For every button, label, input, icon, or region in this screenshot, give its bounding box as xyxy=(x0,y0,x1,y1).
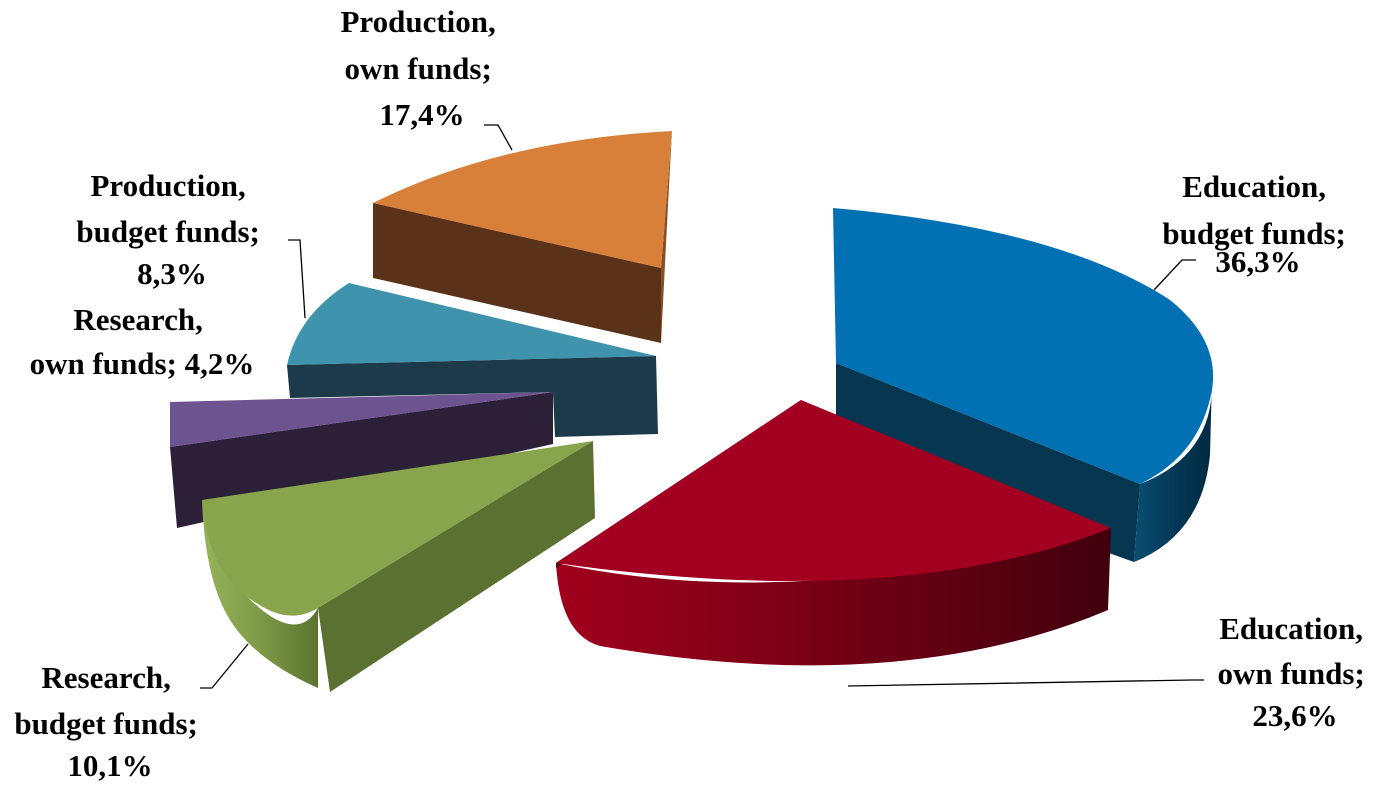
leader-education-budget-funds xyxy=(1153,259,1196,291)
label-education-budget-funds-comma: , xyxy=(1318,169,1326,204)
label-production-own-funds-comma: , xyxy=(488,4,496,39)
label-production-budget-funds-sep: ; xyxy=(250,214,260,249)
slice-education-budget-funds-wall xyxy=(1134,378,1213,562)
label-research-own-funds-value: 4,2% xyxy=(185,346,255,381)
label-research-budget-funds-value: 10,1% xyxy=(67,748,152,783)
label-production-budget-funds: Production, budget funds; 8,3% xyxy=(76,168,267,291)
label-education-budget-funds-value: 36,3% xyxy=(1215,244,1300,279)
label-research-own-funds: Research, own funds; 4,2% xyxy=(30,302,255,381)
label-production-own-funds-value: 17,4% xyxy=(379,97,464,132)
slice-education-own-funds-top xyxy=(556,400,1111,582)
label-leader-lines xyxy=(200,124,1204,689)
leader-production-budget-funds xyxy=(288,239,306,319)
leader-production-own-funds xyxy=(484,124,513,151)
label-education-own-funds-funds: own funds xyxy=(1217,656,1354,691)
label-research-budget-funds-comma: , xyxy=(163,660,171,695)
slice-production-budget-funds-side xyxy=(287,356,658,437)
slice-production-own-funds-top xyxy=(373,131,672,268)
label-production-own-funds-funds: own funds xyxy=(344,51,481,86)
leader-education-own-funds xyxy=(847,679,1204,687)
label-research-budget-funds-category: Research xyxy=(41,660,163,695)
label-research-budget-funds: Research, budget funds; 10,1% xyxy=(14,660,205,783)
slice-research-budget-funds xyxy=(202,441,595,692)
slice-research-own-funds-top xyxy=(170,392,553,447)
leader-research-budget-funds xyxy=(200,643,249,689)
label-education-budget-funds-funds: budget funds xyxy=(1162,216,1335,251)
label-research-own-funds-funds: own funds xyxy=(30,346,167,381)
slice-production-own-funds xyxy=(373,131,672,343)
label-production-budget-funds-funds: budget funds xyxy=(76,214,249,249)
label-research-budget-funds-sep: ; xyxy=(188,706,198,741)
slice-production-budget-funds xyxy=(287,283,658,437)
label-research-own-funds-comma: , xyxy=(195,302,203,337)
label-education-own-funds-sep: ; xyxy=(1354,656,1364,691)
slice-education-own-funds xyxy=(556,400,1111,666)
slice-production-budget-funds-top xyxy=(287,283,656,365)
label-production-own-funds-sep: ; xyxy=(481,51,491,86)
label-research-budget-funds-funds: budget funds xyxy=(14,706,187,741)
label-production-budget-funds-value: 8,3% xyxy=(137,256,207,291)
label-education-budget-funds: Education, budget funds; 36,3% xyxy=(1162,169,1353,279)
slice-research-budget-funds-wall xyxy=(202,500,318,688)
slice-research-budget-funds-top xyxy=(202,441,593,616)
slice-production-own-funds-side xyxy=(373,203,661,343)
slice-research-budget-funds-side xyxy=(318,441,595,692)
label-education-own-funds-comma: , xyxy=(1355,611,1363,646)
label-research-own-funds-category: Research xyxy=(73,302,195,337)
label-education-own-funds-value: 23,6% xyxy=(1252,698,1337,733)
label-production-budget-funds-comma: , xyxy=(238,168,246,203)
label-education-budget-funds-sep: ; xyxy=(1336,216,1346,251)
slice-education-budget-funds-top xyxy=(833,208,1214,484)
label-research-own-funds-sep: ; xyxy=(167,346,185,381)
label-education-budget-funds-category: Education xyxy=(1182,169,1318,204)
label-education-own-funds-category: Education xyxy=(1219,611,1355,646)
label-production-budget-funds-category: Production xyxy=(90,168,238,203)
label-production-own-funds: Production, own funds; 17,4% xyxy=(340,4,503,132)
data-labels: Production, own funds; 17,4% Education, … xyxy=(14,4,1372,783)
label-production-own-funds-category: Production xyxy=(340,4,488,39)
label-education-own-funds: Education, own funds; 23,6% xyxy=(1217,611,1372,733)
